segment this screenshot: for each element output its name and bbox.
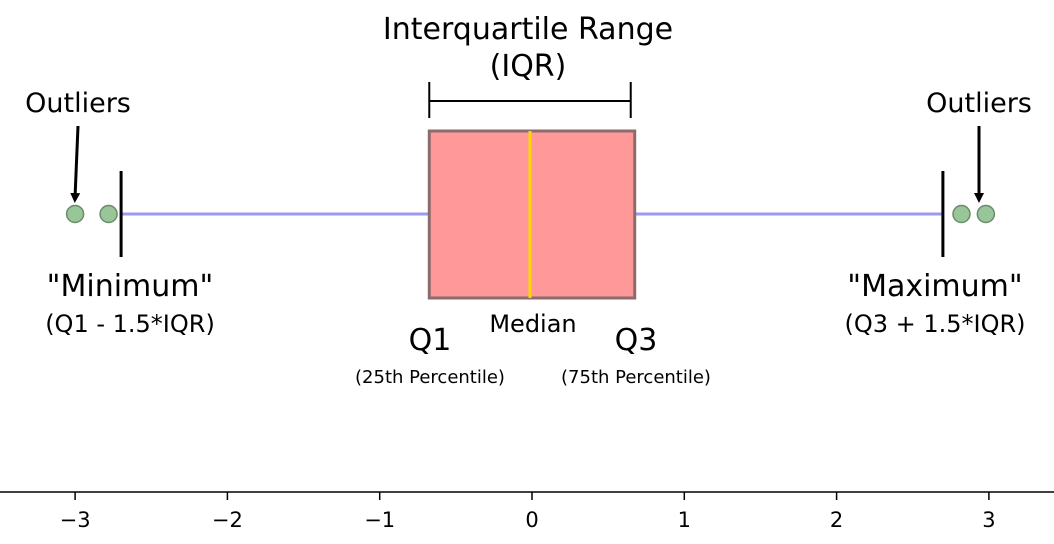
x-tick-label: 2 [830,508,843,532]
outliers-left-arrow [70,125,81,203]
outlier-point [99,204,118,224]
outlier-point [65,204,85,224]
minimum-label: "Minimum" [47,269,214,304]
iqr-title: Interquartile Range [383,12,673,47]
outlier-point [952,204,971,224]
q1-sublabel: (25th Percentile) [355,367,505,388]
q3-label: Q3 [615,323,658,358]
outliers-left-label: Outliers [25,88,131,119]
x-tick-label: 3 [982,508,995,532]
minimum-formula: (Q1 - 1.5*IQR) [45,310,215,338]
x-tick-label: −2 [212,508,243,532]
maximum-label: "Maximum" [847,269,1022,304]
iqr-box [427,129,637,300]
iqr-bracket [428,82,632,118]
x-tick-label: 0 [525,508,538,532]
maximum-formula: (Q3 + 1.5*IQR) [844,310,1025,338]
x-axis: −3 −2 −1 0 1 2 3 [0,491,1054,532]
x-tick-label: −1 [364,508,395,532]
q3-sublabel: (75th Percentile) [561,367,711,388]
x-tick-label: −3 [60,508,91,532]
median-label: Median [489,310,576,338]
outlier-points [65,204,996,224]
outliers-right-label: Outliers [926,88,1032,119]
iqr-abbrev: (IQR) [490,49,567,84]
q1-label: Q1 [409,323,452,358]
outlier-point [976,204,996,224]
x-tick-label: 1 [678,508,691,532]
